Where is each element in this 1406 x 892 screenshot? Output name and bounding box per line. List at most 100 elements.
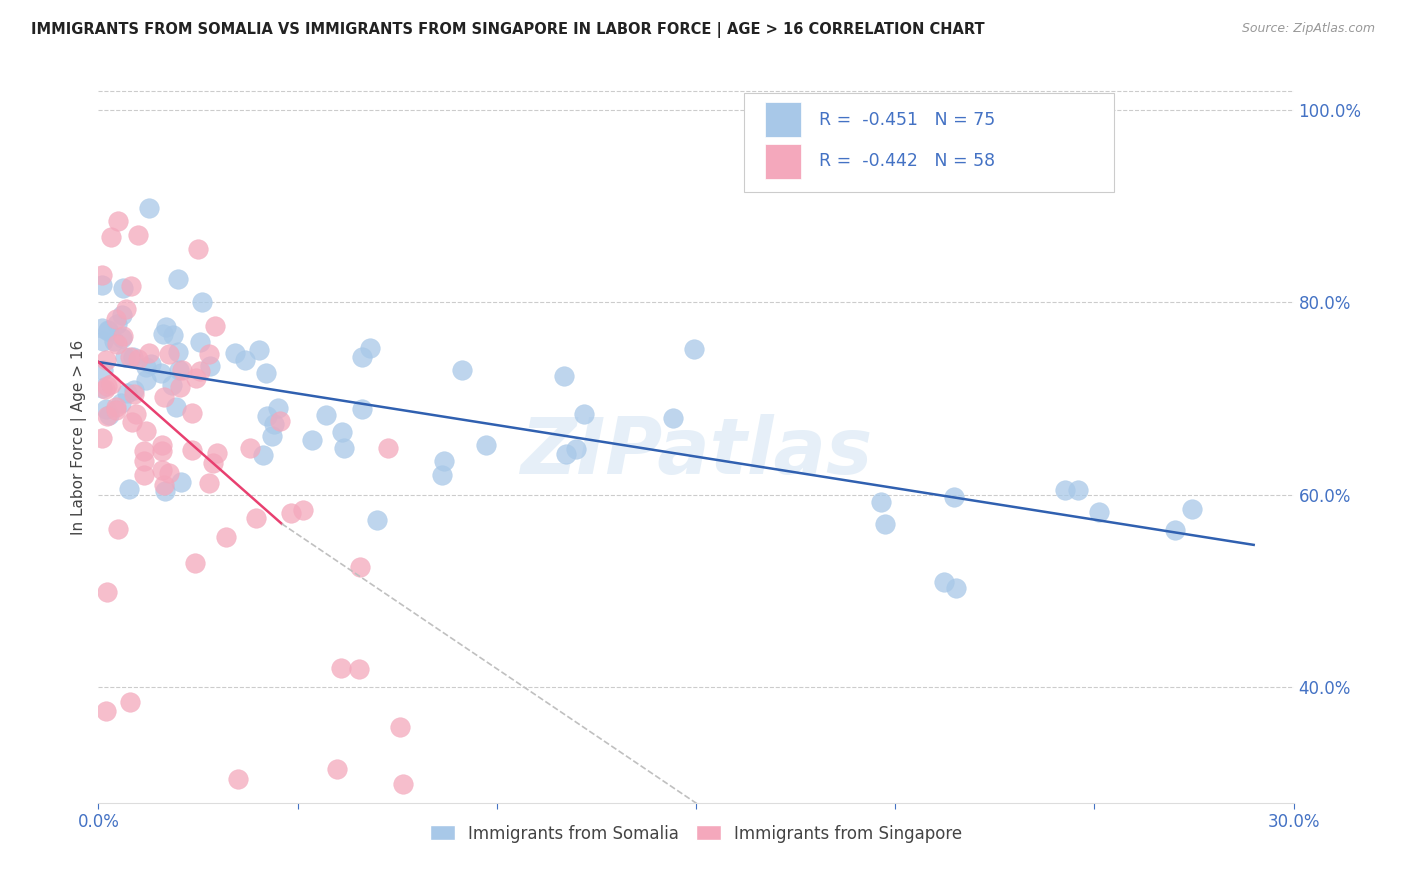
Point — [112, 281, 135, 295]
Point — [1053, 483, 1076, 497]
Point — [430, 468, 453, 483]
Point — [662, 411, 685, 425]
Text: R =  -0.442   N = 58: R = -0.442 N = 58 — [820, 153, 995, 170]
Point — [149, 366, 172, 380]
Point — [97, 324, 120, 338]
Point — [107, 213, 129, 227]
Point — [97, 323, 120, 337]
Point — [280, 506, 302, 520]
Point — [180, 406, 202, 420]
Point — [91, 277, 114, 292]
Point — [233, 353, 256, 368]
Point — [350, 350, 373, 364]
Point — [105, 311, 128, 326]
Point — [91, 431, 114, 445]
Point — [169, 379, 191, 393]
Point — [93, 382, 115, 396]
Point — [1066, 483, 1088, 497]
Point — [157, 346, 180, 360]
Point — [202, 456, 225, 470]
Point — [349, 559, 371, 574]
Point — [132, 467, 155, 482]
Point — [141, 357, 163, 371]
Point — [433, 454, 456, 468]
Point — [262, 429, 284, 443]
Y-axis label: In Labor Force | Age > 16: In Labor Force | Age > 16 — [72, 340, 87, 534]
FancyBboxPatch shape — [744, 94, 1115, 192]
Point — [91, 321, 114, 335]
Point — [96, 585, 118, 599]
Point — [875, 516, 897, 531]
Point — [291, 502, 314, 516]
Point — [329, 660, 352, 674]
Point — [135, 360, 157, 375]
Point — [117, 385, 139, 400]
Point — [572, 407, 595, 421]
Point — [118, 483, 141, 497]
Point — [205, 446, 228, 460]
Point — [114, 350, 136, 364]
Point — [188, 364, 211, 378]
Point — [157, 466, 180, 480]
Point — [132, 453, 155, 467]
Point — [256, 409, 278, 424]
Text: R =  -0.451   N = 75: R = -0.451 N = 75 — [820, 111, 995, 128]
Point — [1164, 523, 1187, 537]
Point — [190, 295, 212, 310]
Point — [254, 366, 277, 380]
Point — [153, 483, 176, 498]
Point — [392, 776, 415, 790]
Point — [170, 475, 193, 489]
Point — [91, 334, 114, 348]
Point — [555, 447, 578, 461]
Point — [267, 401, 290, 415]
Point — [1181, 501, 1204, 516]
Point — [105, 400, 128, 414]
Point — [269, 414, 291, 428]
Point — [224, 345, 246, 359]
Point — [155, 320, 177, 334]
Point — [332, 425, 354, 439]
Point — [301, 434, 323, 448]
Point — [184, 556, 207, 570]
Point — [124, 386, 146, 401]
Point — [226, 772, 249, 786]
Point — [333, 442, 356, 456]
Point — [91, 381, 114, 395]
Point — [180, 443, 202, 458]
Point — [97, 408, 120, 422]
Point — [377, 441, 399, 455]
Point — [204, 318, 226, 333]
Point — [388, 720, 411, 734]
Point — [107, 522, 129, 536]
Point — [166, 271, 188, 285]
Point — [96, 378, 118, 392]
Point — [263, 417, 285, 431]
Point — [138, 346, 160, 360]
Point — [127, 227, 149, 242]
Point — [96, 705, 118, 719]
Point — [245, 510, 267, 524]
Legend: Immigrants from Somalia, Immigrants from Singapore: Immigrants from Somalia, Immigrants from… — [423, 818, 969, 849]
Point — [105, 317, 128, 331]
Point — [94, 353, 117, 368]
Point — [150, 438, 173, 452]
Point — [252, 448, 274, 462]
Point — [349, 662, 371, 676]
Point — [170, 363, 193, 377]
Point — [121, 351, 143, 365]
Point — [132, 443, 155, 458]
Point — [153, 390, 176, 404]
Point — [138, 201, 160, 215]
Point — [100, 377, 122, 392]
Point — [111, 329, 134, 343]
Point — [105, 403, 128, 417]
Point — [187, 243, 209, 257]
Point — [150, 462, 173, 476]
Point — [198, 359, 221, 373]
Point — [120, 279, 142, 293]
Point — [153, 478, 176, 492]
Point — [150, 443, 173, 458]
Point — [932, 575, 955, 590]
Point — [326, 762, 349, 776]
